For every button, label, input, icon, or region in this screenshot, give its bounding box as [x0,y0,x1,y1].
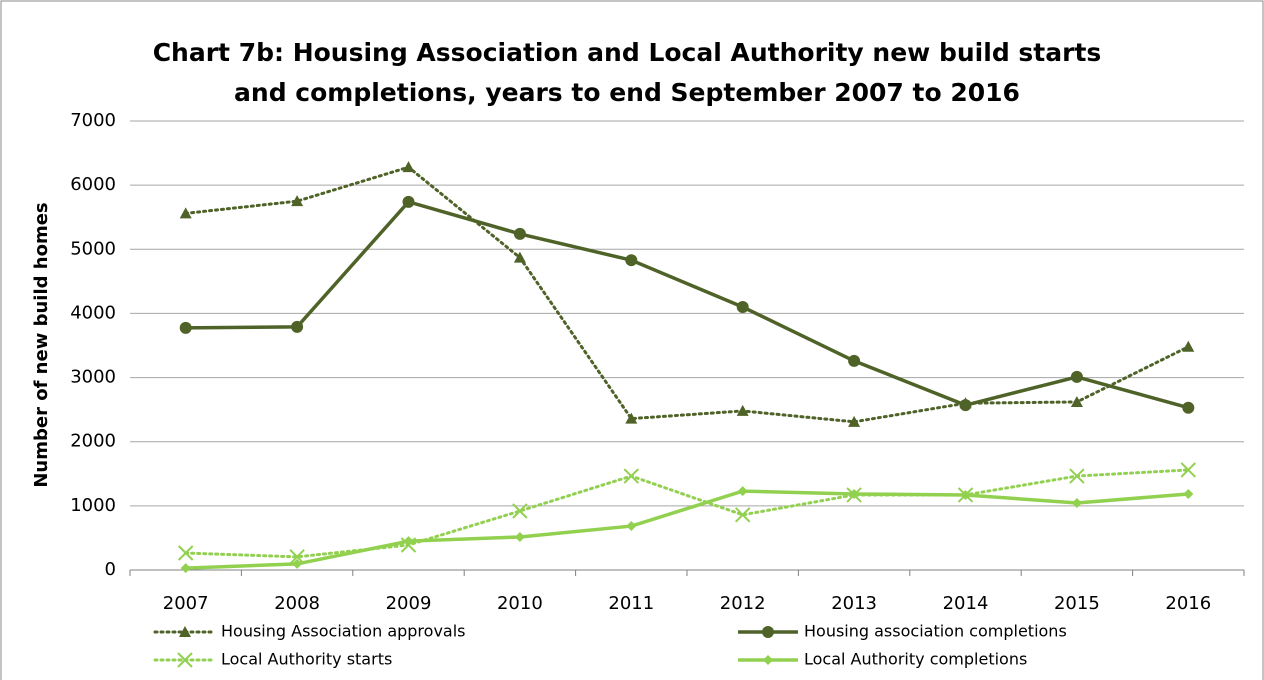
y-tick-label: 2000 [70,431,116,452]
marker [1180,462,1197,478]
y-axis-label: Number of new build homes [31,202,52,487]
marker [849,488,860,499]
marker [736,301,749,314]
marker [1182,340,1195,352]
marker [513,227,526,240]
marker [959,399,972,412]
y-tick-label: 7000 [70,110,116,131]
y-tick-label: 0 [105,559,116,580]
marker [762,626,774,638]
x-tick-label: 2011 [608,593,654,614]
x-tick-label: 2009 [386,593,432,614]
marker [960,489,971,500]
marker [625,254,638,267]
marker [179,626,191,637]
x-tick-label: 2010 [497,593,543,614]
marker [514,531,525,542]
x-tick-label: 2013 [831,593,877,614]
marker [292,558,303,569]
x-tick-label: 2016 [1165,593,1211,614]
marker [1069,468,1085,484]
legend-label: Local Authority starts [221,650,392,669]
marker [1070,395,1083,407]
x-tick-label: 2008 [274,593,320,614]
x-tick-label: 2012 [720,593,766,614]
marker [625,412,638,424]
marker [848,415,861,427]
chart-title: and completions, years to end September … [234,78,1020,107]
marker [403,536,414,547]
legend-label: Housing Association approvals [221,622,466,641]
series-line [185,199,1189,410]
series-line [184,165,1190,424]
marker [848,354,861,367]
marker [1183,488,1194,499]
x-tick-label: 2014 [943,593,989,614]
y-tick-label: 3000 [70,367,116,388]
marker [1071,497,1082,508]
y-tick-label: 1000 [70,495,116,516]
chart-title: Chart 7b: Housing Association and Local … [153,38,1102,67]
marker [1182,401,1195,414]
marker [177,545,194,561]
marker [512,503,528,519]
marker [1070,370,1083,383]
marker [763,655,773,665]
marker [179,321,192,334]
marker [179,207,192,219]
series-line [185,489,1189,570]
marker [513,251,526,263]
legend-label: Housing association completions [804,622,1067,641]
marker [402,195,415,208]
marker [734,507,751,523]
y-tick-label: 6000 [70,174,116,195]
y-tick-label: 5000 [70,238,116,259]
marker [736,404,749,416]
y-tick-label: 4000 [70,302,116,323]
marker [737,486,748,497]
legend-label: Local Authority completions [804,650,1027,669]
marker [177,652,193,668]
x-tick-label: 2007 [163,593,209,614]
marker [626,521,637,532]
marker [402,161,415,173]
x-tick-label: 2015 [1054,593,1100,614]
marker [291,320,304,333]
marker [180,563,191,574]
marker [623,468,640,484]
marker [291,195,304,207]
